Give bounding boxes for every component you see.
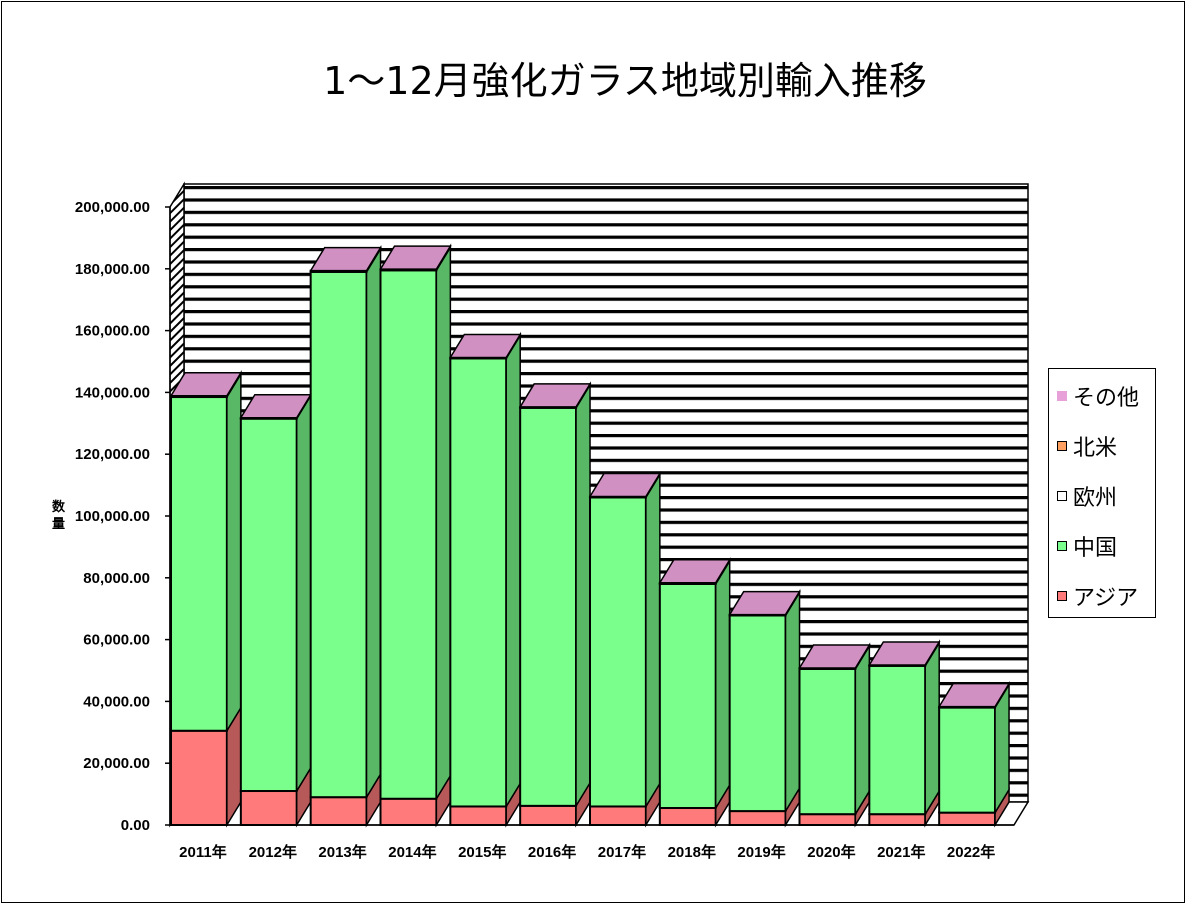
bar-segment-front (658, 582, 717, 810)
bar-segment-front (589, 496, 647, 808)
legend-swatch (1057, 541, 1067, 551)
y-tick-label: 80,000.00 (83, 570, 150, 587)
bar-segment-side (505, 332, 521, 810)
legend-swatch (1057, 441, 1067, 451)
bar-segment-side (714, 558, 731, 811)
legend-swatch (1057, 591, 1067, 601)
bar-segment-top (658, 558, 732, 584)
x-tick-label: 2017年 (598, 843, 646, 861)
x-tick-label: 2015年 (458, 843, 506, 861)
x-tick-label: 2014年 (388, 843, 436, 861)
bar-segment-side (435, 244, 452, 802)
bar-segment-top (169, 372, 243, 397)
bar-segment-top (588, 472, 662, 498)
bar-segment-front (170, 729, 228, 827)
bar-segment-side (645, 471, 661, 810)
x-tick-label: 2011年 (179, 843, 227, 861)
bar-segment-front (658, 807, 717, 827)
legend-label: その他 (1073, 386, 1140, 411)
bar-segment-front (589, 805, 647, 827)
y-tick-label: 100,000.00 (75, 508, 150, 525)
legend-label: 欧州 (1073, 486, 1118, 511)
x-tick-label: 2022年 (947, 843, 995, 861)
bar-segment-top (448, 333, 522, 359)
x-tick-label: 2012年 (249, 843, 297, 861)
bar-segment-front (868, 664, 927, 816)
legend-label: 北米 (1073, 436, 1118, 461)
bar-segment-front (170, 396, 228, 732)
y-tick-label: 160,000.00 (75, 323, 150, 340)
legend-item: 欧州 (1057, 481, 1117, 511)
legend-item: 中国 (1057, 531, 1117, 561)
bar-segment-front (239, 790, 298, 827)
bar-segment-side (365, 246, 382, 800)
y-tick-label: 0.00 (121, 817, 150, 834)
x-tick-label: 2013年 (318, 843, 366, 861)
legend-item: その他 (1057, 381, 1139, 411)
x-tick-label: 2020年 (807, 843, 855, 861)
bar-segment-front (449, 357, 508, 808)
bar-segment-front (379, 269, 438, 800)
chart-title: 1～12月強化ガラス地域別輸入推移 (323, 59, 927, 103)
y-tick-label: 120,000.00 (75, 446, 150, 463)
bar-segment-side (575, 382, 591, 809)
x-tick-label: 2016年 (528, 843, 576, 861)
bar-segment-side (854, 643, 871, 817)
legend-swatch (1057, 391, 1067, 401)
bar-segment-front (519, 804, 578, 826)
bar-segment-top (379, 245, 452, 270)
bar-segment-front (309, 270, 368, 799)
bar-segment-front (309, 796, 368, 827)
bar-segment-side (924, 640, 940, 817)
bar-segment-front (798, 813, 857, 826)
bar-segment-front (379, 797, 438, 826)
bar-segment-front (798, 667, 857, 816)
y-tick-label: 200,000.00 (75, 199, 150, 216)
legend-label: アジア (1073, 586, 1139, 611)
y-tick-label: 180,000.00 (75, 261, 150, 278)
legend-item: 北米 (1057, 431, 1117, 461)
legend-item: アジア (1057, 581, 1138, 611)
bar-segment-top (937, 682, 1011, 708)
bar-segment-front (938, 706, 997, 814)
bar-segment-side (226, 371, 242, 734)
x-tick-label: 2021年 (877, 843, 925, 861)
bar-segment-side (784, 589, 801, 814)
y-tick-label: 60,000.00 (83, 632, 150, 649)
bar-segment-top (867, 641, 941, 666)
legend-swatch (1057, 491, 1067, 501)
bar-segment-front (938, 811, 997, 827)
bar-segment-front (239, 417, 298, 793)
y-tick-label: 20,000.00 (83, 755, 150, 772)
bar-segment-top (728, 590, 801, 616)
bar-segment-side (295, 392, 312, 794)
bar-segment-top (518, 383, 592, 408)
bar-segment-top (798, 644, 871, 669)
y-tick-label: 140,000.00 (75, 384, 150, 401)
legend-label: 中国 (1073, 536, 1118, 561)
legend: その他北米欧州中国アジア (1048, 368, 1156, 618)
bar-segment-top (309, 246, 382, 272)
bar-segment-front (449, 805, 508, 827)
y-axis-label-bottom: 量 (52, 517, 65, 532)
x-tick-label: 2018年 (668, 843, 716, 861)
bar-segment-front (519, 406, 578, 807)
bar-segment-front (728, 614, 787, 813)
bar-segment-front (728, 810, 787, 826)
x-tick-label: 2019年 (737, 843, 785, 861)
y-axis-label-top: 数 (52, 499, 66, 515)
bar-segment-front (868, 813, 927, 826)
y-tick-label: 40,000.00 (83, 693, 150, 710)
